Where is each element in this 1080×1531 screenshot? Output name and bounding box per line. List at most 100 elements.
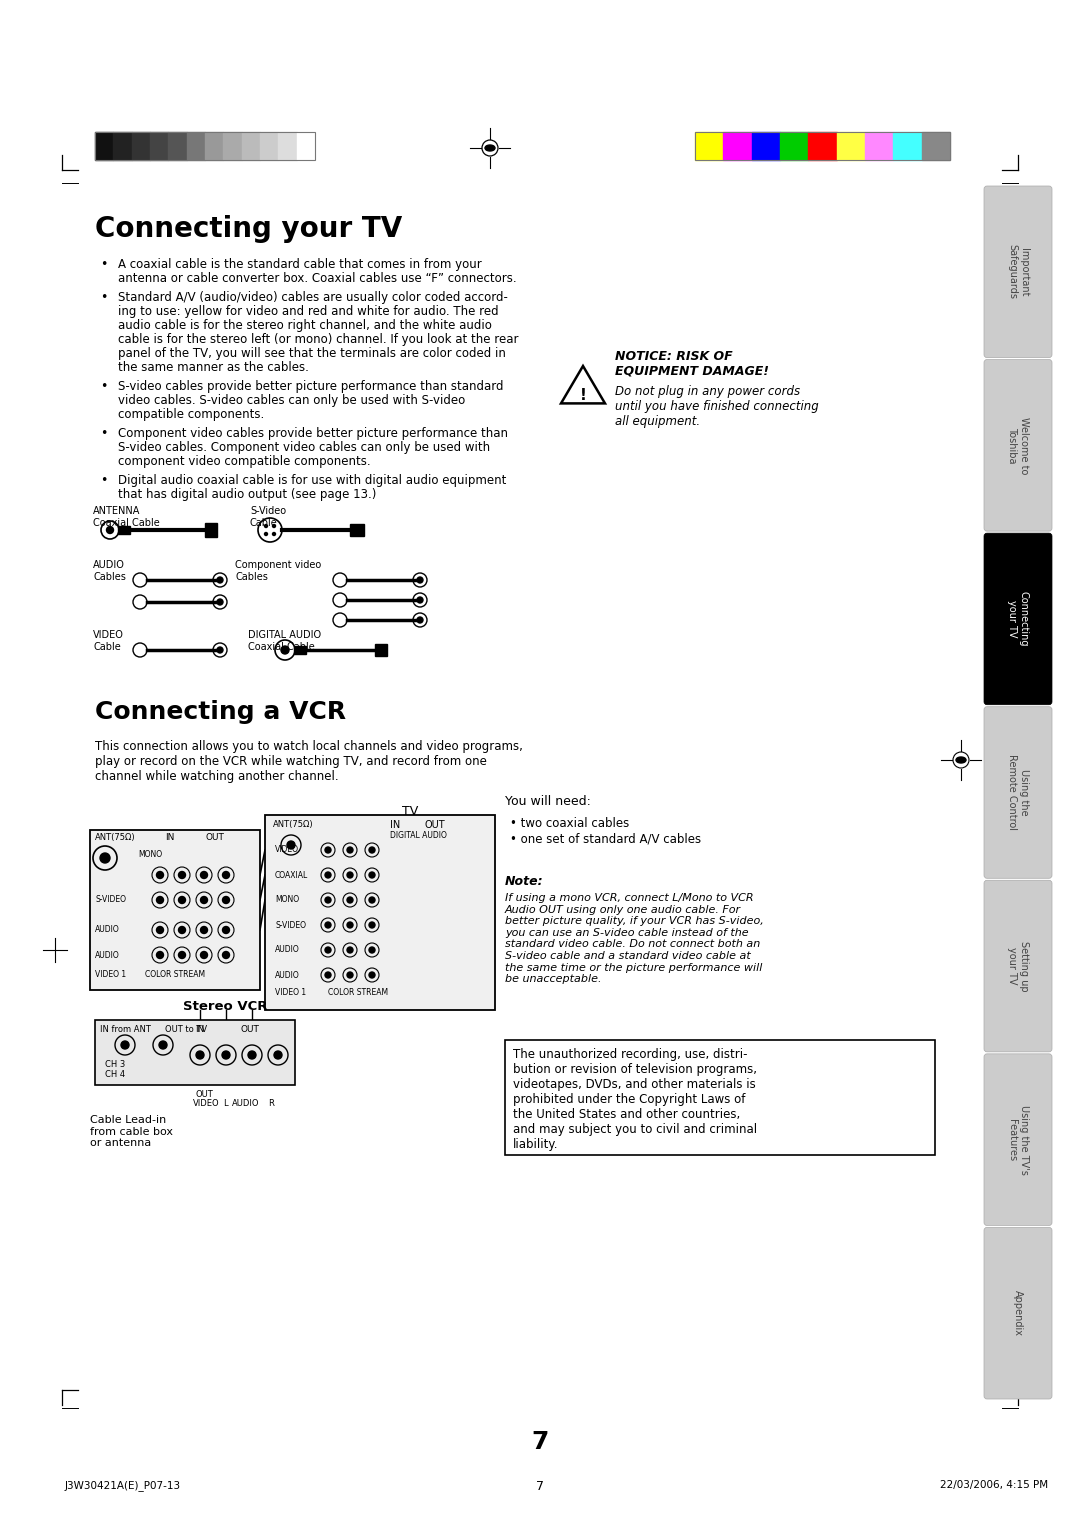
Text: VIDEO
Cable: VIDEO Cable — [93, 629, 124, 652]
Text: AUDIO
Cables: AUDIO Cables — [93, 560, 126, 582]
Text: MONO: MONO — [275, 896, 299, 905]
Text: IN: IN — [195, 1024, 205, 1033]
Text: If using a mono VCR, connect L/Mono to VCR
Audio OUT using only one audio cable.: If using a mono VCR, connect L/Mono to V… — [505, 893, 764, 984]
Text: A coaxial cable is the standard cable that comes in from your: A coaxial cable is the standard cable th… — [118, 259, 482, 271]
FancyBboxPatch shape — [984, 1053, 1052, 1225]
Circle shape — [178, 926, 186, 934]
Bar — [205, 524, 217, 537]
Circle shape — [369, 922, 375, 928]
Text: panel of the TV, you will see that the terminals are color coded in: panel of the TV, you will see that the t… — [118, 348, 505, 360]
Text: that has digital audio output (see page 13.): that has digital audio output (see page … — [118, 488, 376, 501]
Circle shape — [347, 972, 353, 978]
FancyBboxPatch shape — [984, 880, 1052, 1052]
Circle shape — [195, 867, 212, 883]
Circle shape — [343, 943, 357, 957]
Bar — [168, 132, 187, 161]
Circle shape — [347, 948, 353, 952]
Bar — [375, 645, 387, 655]
Circle shape — [347, 847, 353, 853]
Circle shape — [174, 893, 190, 908]
Circle shape — [195, 1050, 204, 1059]
Circle shape — [321, 943, 335, 957]
Circle shape — [281, 646, 289, 654]
Bar — [297, 132, 315, 161]
Circle shape — [347, 897, 353, 903]
Text: Component video cables provide better picture performance than: Component video cables provide better pi… — [118, 427, 508, 439]
Text: video cables. S-video cables can only be used with S-video: video cables. S-video cables can only be… — [118, 393, 465, 407]
Text: CH 4: CH 4 — [105, 1070, 125, 1079]
Circle shape — [157, 926, 163, 934]
Text: S-Video
Cable: S-Video Cable — [249, 507, 286, 528]
Circle shape — [272, 533, 275, 536]
Circle shape — [152, 948, 168, 963]
Text: AUDIO: AUDIO — [275, 946, 300, 954]
Text: J3W30421A(E)_P07-13: J3W30421A(E)_P07-13 — [65, 1480, 181, 1491]
Text: You will need:: You will need: — [505, 795, 591, 808]
Text: TV: TV — [402, 805, 418, 818]
Circle shape — [265, 525, 268, 528]
Circle shape — [217, 577, 222, 583]
Text: • two coaxial cables: • two coaxial cables — [510, 818, 630, 830]
Text: ANT(75Ω): ANT(75Ω) — [95, 833, 136, 842]
Circle shape — [321, 868, 335, 882]
Text: antenna or cable converter box. Coaxial cables use “F” connectors.: antenna or cable converter box. Coaxial … — [118, 273, 516, 285]
Text: COAXIAL: COAXIAL — [275, 871, 308, 879]
Circle shape — [347, 873, 353, 877]
Text: 22/03/2006, 4:15 PM: 22/03/2006, 4:15 PM — [940, 1480, 1048, 1490]
Text: VIDEO: VIDEO — [275, 845, 299, 854]
FancyBboxPatch shape — [984, 185, 1052, 358]
Bar — [187, 132, 205, 161]
FancyBboxPatch shape — [984, 360, 1052, 531]
Text: •: • — [100, 259, 107, 271]
Text: OUT: OUT — [195, 1090, 213, 1099]
Circle shape — [195, 948, 212, 963]
Circle shape — [222, 926, 229, 934]
Circle shape — [178, 871, 186, 879]
Text: IN: IN — [390, 821, 400, 830]
Circle shape — [287, 841, 295, 850]
Circle shape — [174, 867, 190, 883]
Bar — [118, 527, 130, 534]
Circle shape — [343, 919, 357, 932]
Circle shape — [216, 1046, 237, 1066]
Text: Using the TV's
Features: Using the TV's Features — [1008, 1105, 1029, 1174]
Text: ing to use: yellow for video and red and white for audio. The red: ing to use: yellow for video and red and… — [118, 305, 499, 318]
Circle shape — [365, 943, 379, 957]
Bar — [242, 132, 260, 161]
Bar — [260, 132, 279, 161]
Bar — [505, 1040, 935, 1154]
Circle shape — [201, 926, 207, 934]
Circle shape — [222, 1050, 230, 1059]
Text: OUT: OUT — [205, 833, 225, 842]
Text: S-VIDEO: S-VIDEO — [275, 920, 306, 929]
Text: DIGITAL AUDIO: DIGITAL AUDIO — [390, 831, 447, 841]
Circle shape — [153, 1035, 173, 1055]
Text: audio cable is for the stereo right channel, and the white audio: audio cable is for the stereo right chan… — [118, 318, 491, 332]
Text: Important
Safeguards: Important Safeguards — [1008, 245, 1029, 299]
Circle shape — [201, 871, 207, 879]
Circle shape — [343, 893, 357, 906]
Bar — [113, 132, 132, 161]
Circle shape — [321, 968, 335, 981]
Text: Do not plug in any power cords
until you have finished connecting
all equipment.: Do not plug in any power cords until you… — [615, 384, 819, 429]
Circle shape — [325, 972, 330, 978]
Circle shape — [365, 893, 379, 906]
Bar — [752, 132, 780, 161]
Text: Using the
Remote Control: Using the Remote Control — [1008, 755, 1029, 830]
Text: component video compatible components.: component video compatible components. — [118, 455, 370, 468]
Circle shape — [157, 951, 163, 958]
Bar — [865, 132, 893, 161]
Circle shape — [242, 1046, 262, 1066]
Circle shape — [369, 948, 375, 952]
Circle shape — [365, 844, 379, 857]
Circle shape — [365, 919, 379, 932]
Text: VIDEO: VIDEO — [193, 1099, 219, 1108]
Circle shape — [325, 922, 330, 928]
Text: VIDEO 1: VIDEO 1 — [275, 987, 306, 997]
Bar — [837, 132, 865, 161]
FancyBboxPatch shape — [984, 1228, 1052, 1399]
Bar — [696, 132, 950, 161]
Circle shape — [217, 648, 222, 654]
Bar — [95, 1020, 295, 1085]
Text: OUT: OUT — [424, 821, 445, 830]
